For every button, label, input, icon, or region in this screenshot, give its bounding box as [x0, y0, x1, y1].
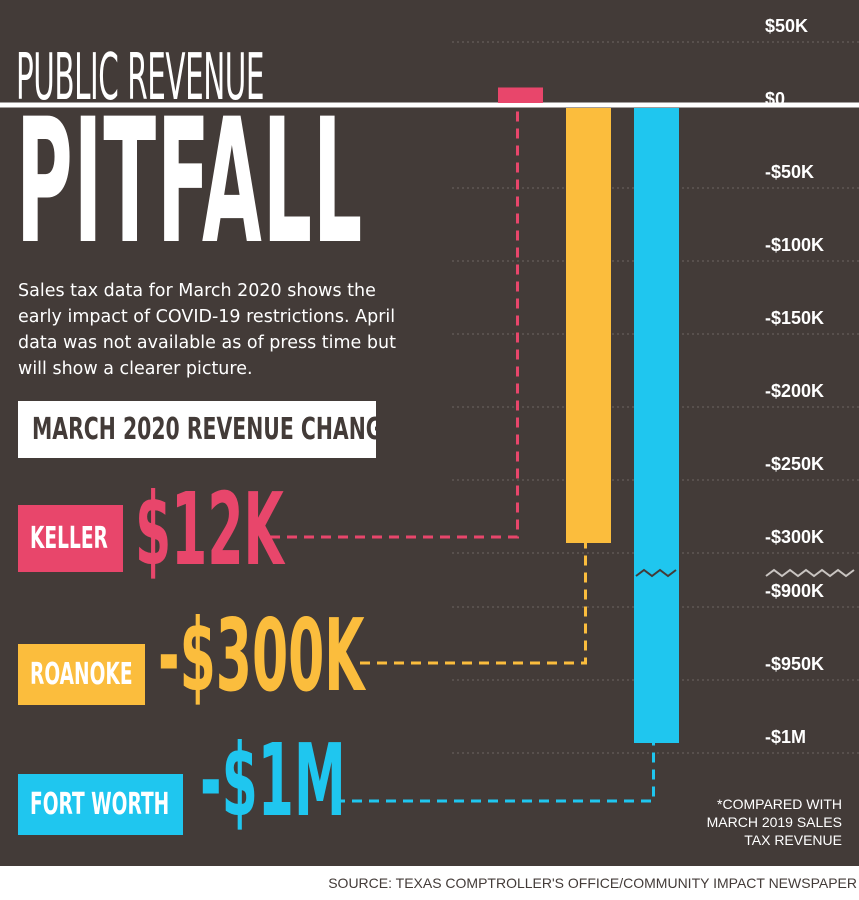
- bars: [498, 87, 679, 743]
- subhead-text: MARCH 2020 REVENUE CHANGES*: [32, 412, 376, 447]
- city-label-text: FORT WORTH: [30, 787, 170, 822]
- axis-break-mark-bar: [635, 568, 677, 578]
- bar-keller: [498, 87, 543, 103]
- footnote: *COMPARED WITH MARCH 2019 SALES TAX REVE…: [706, 796, 842, 848]
- city-label-roanoke: ROANOKE: [18, 644, 145, 705]
- subhead-box: MARCH 2020 REVENUE CHANGES*: [18, 401, 376, 458]
- y-tick-label: -$150K: [765, 308, 825, 328]
- y-tick-label: -$900K: [765, 581, 825, 601]
- y-tick-label: -$250K: [765, 454, 825, 474]
- city-label-text: KELLER: [30, 521, 108, 556]
- y-tick-label: $0: [765, 89, 786, 109]
- bar-roanoke: [566, 108, 611, 543]
- axis-break-mark-axis: [765, 568, 855, 578]
- y-tick-label: -$300K: [765, 527, 825, 547]
- leader-line: [270, 107, 519, 539]
- leader-lines: [270, 107, 655, 803]
- y-tick-label: -$200K: [765, 381, 825, 401]
- y-tick-label: -$50K: [765, 162, 815, 182]
- y-tick-label: $50K: [765, 16, 809, 36]
- value-label-fort-worth: -$1M: [200, 722, 346, 839]
- bar-fort-worth: [634, 108, 679, 743]
- y-tick-label: -$100K: [765, 235, 825, 255]
- gridlines: [0, 41, 859, 754]
- city-label-text: ROANOKE: [30, 657, 133, 692]
- title-line-1: PUBLIC REVENUE: [16, 41, 265, 115]
- city-label-keller: KELLER: [18, 505, 123, 572]
- axis-break-marks: [635, 568, 855, 578]
- city-label-fort-worth: FORT WORTH: [18, 774, 183, 835]
- value-label-roanoke: -$300K: [158, 597, 365, 714]
- description: Sales tax data for March 2020 shows the …: [18, 281, 396, 379]
- source-credit: SOURCE: TEXAS COMPTROLLER'S OFFICE/COMMU…: [328, 875, 857, 891]
- y-tick-label: -$950K: [765, 654, 825, 674]
- chart-svg: [0, 41, 859, 803]
- value-label-keller: $12K: [135, 471, 284, 588]
- leader-line: [335, 743, 655, 803]
- y-tick-label: -$1M: [765, 727, 807, 747]
- leader-line: [360, 543, 587, 665]
- title-line-2: PITFALL: [16, 81, 364, 282]
